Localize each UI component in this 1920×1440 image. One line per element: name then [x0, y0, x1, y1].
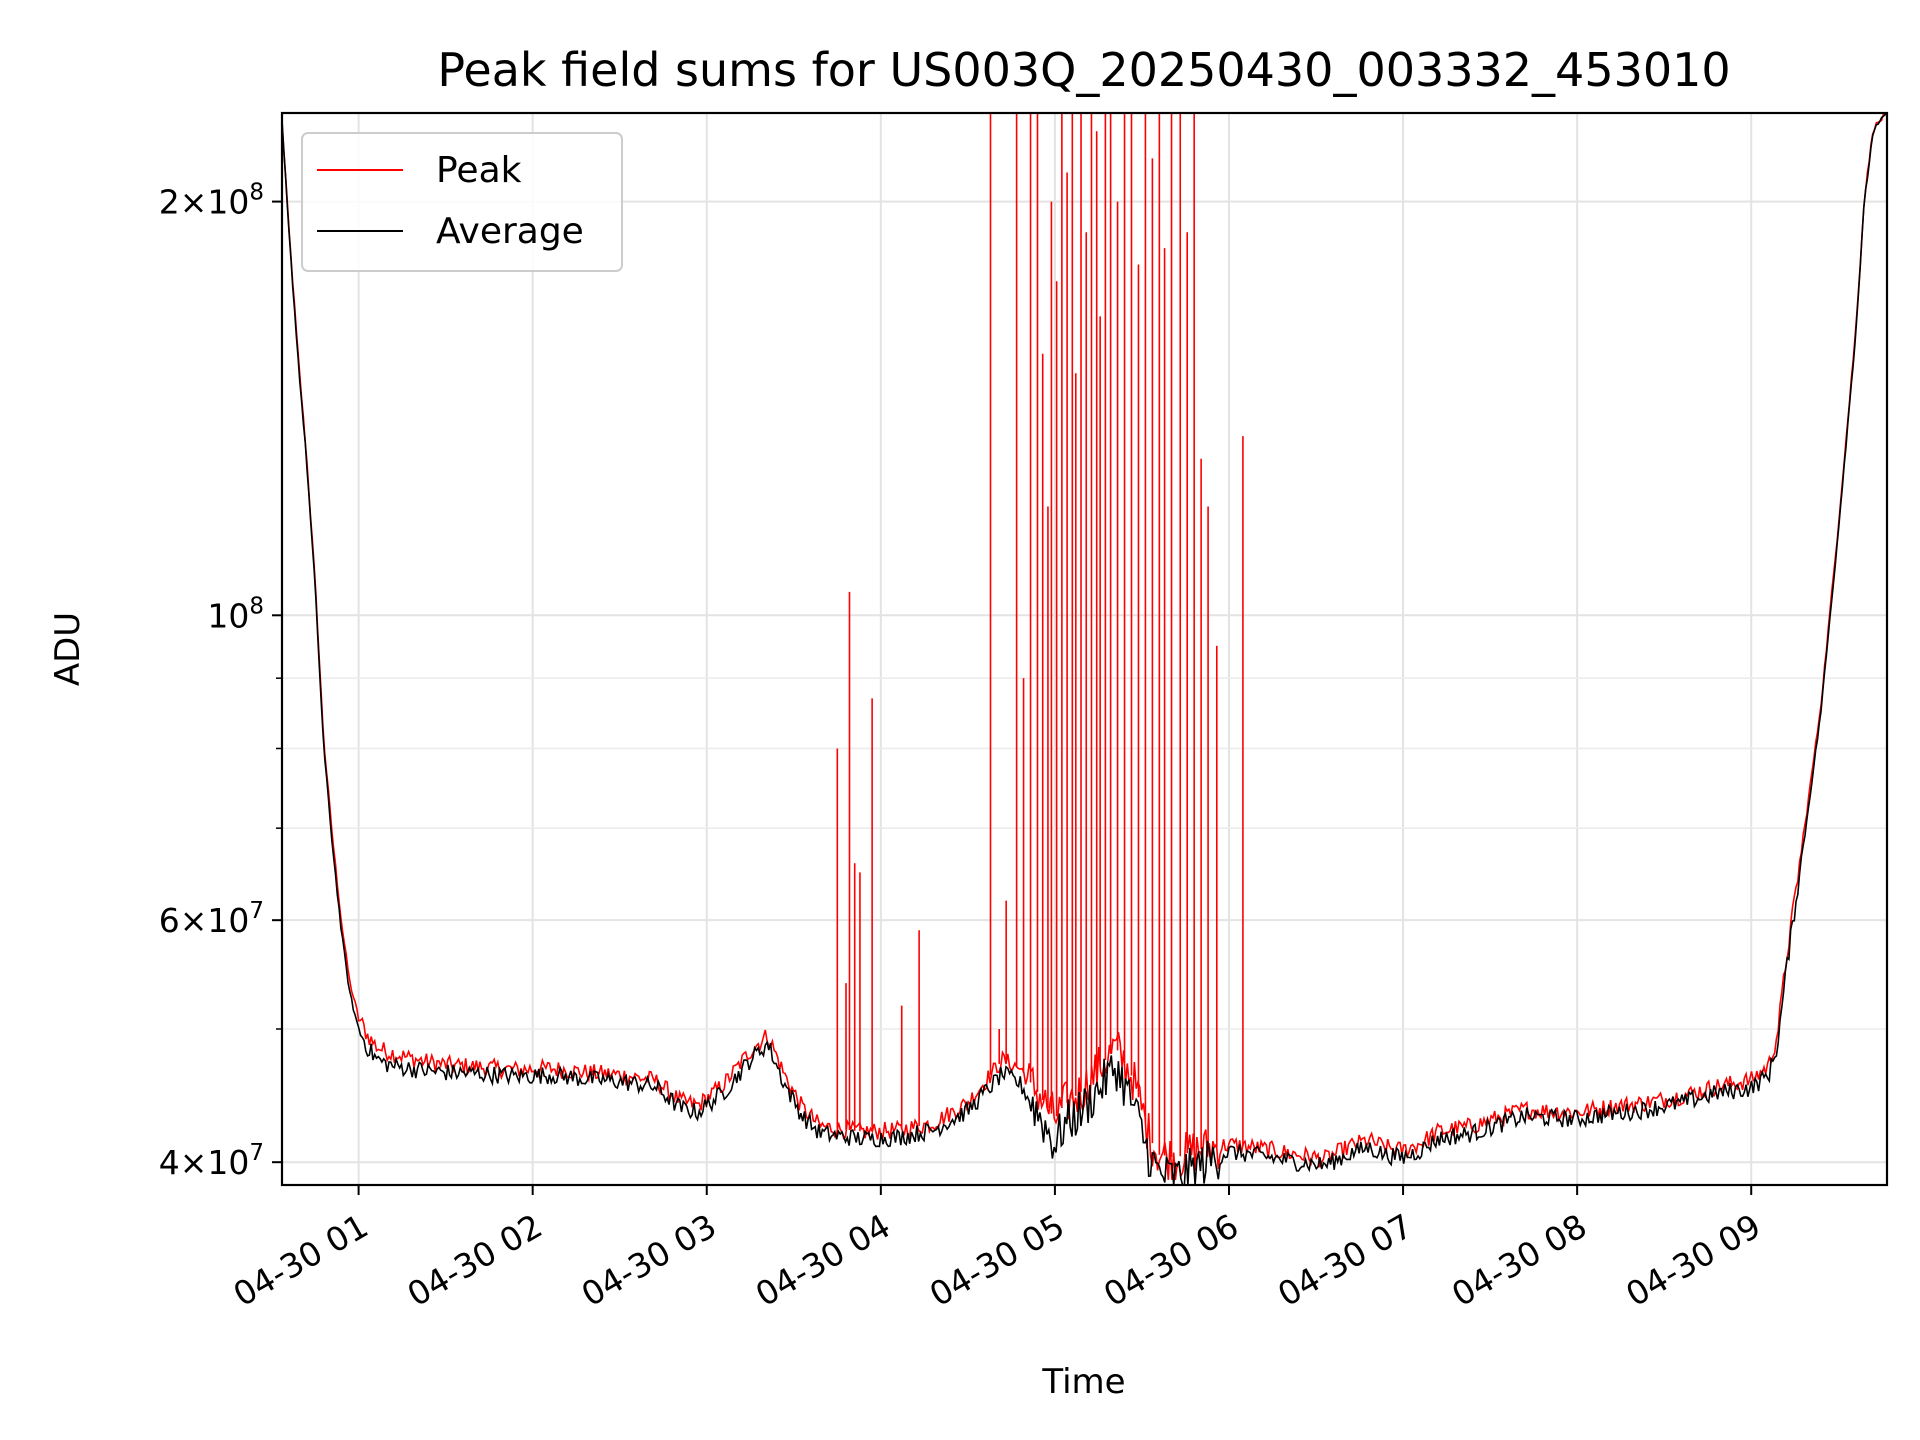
x-axis-label: Time — [1041, 1362, 1125, 1402]
legend: Peak Average — [301, 132, 623, 272]
axes-frame — [280, 111, 1889, 1187]
plot-area — [282, 113, 1887, 1185]
chart-title: Peak field sums for US003Q_20250430_0033… — [437, 43, 1730, 97]
y-tick-label: 6×107 — [159, 898, 264, 940]
legend-box — [301, 132, 623, 272]
legend-peak-label: Peak — [436, 150, 522, 191]
average-line — [281, 113, 1888, 1186]
average-series — [281, 113, 1888, 1186]
y-axis-label: ADU — [48, 612, 88, 686]
grid — [282, 113, 1887, 1185]
peak-line — [281, 112, 1888, 1181]
y-tick-label: 4×107 — [159, 1140, 264, 1182]
y-tick-label: 108 — [207, 593, 264, 635]
y-axis-ticks: 4×107 6×107 108 2×108 — [159, 180, 282, 1182]
peak-series — [281, 112, 1888, 1181]
legend-average-label: Average — [436, 211, 584, 252]
y-tick-label: 2×108 — [159, 180, 264, 222]
